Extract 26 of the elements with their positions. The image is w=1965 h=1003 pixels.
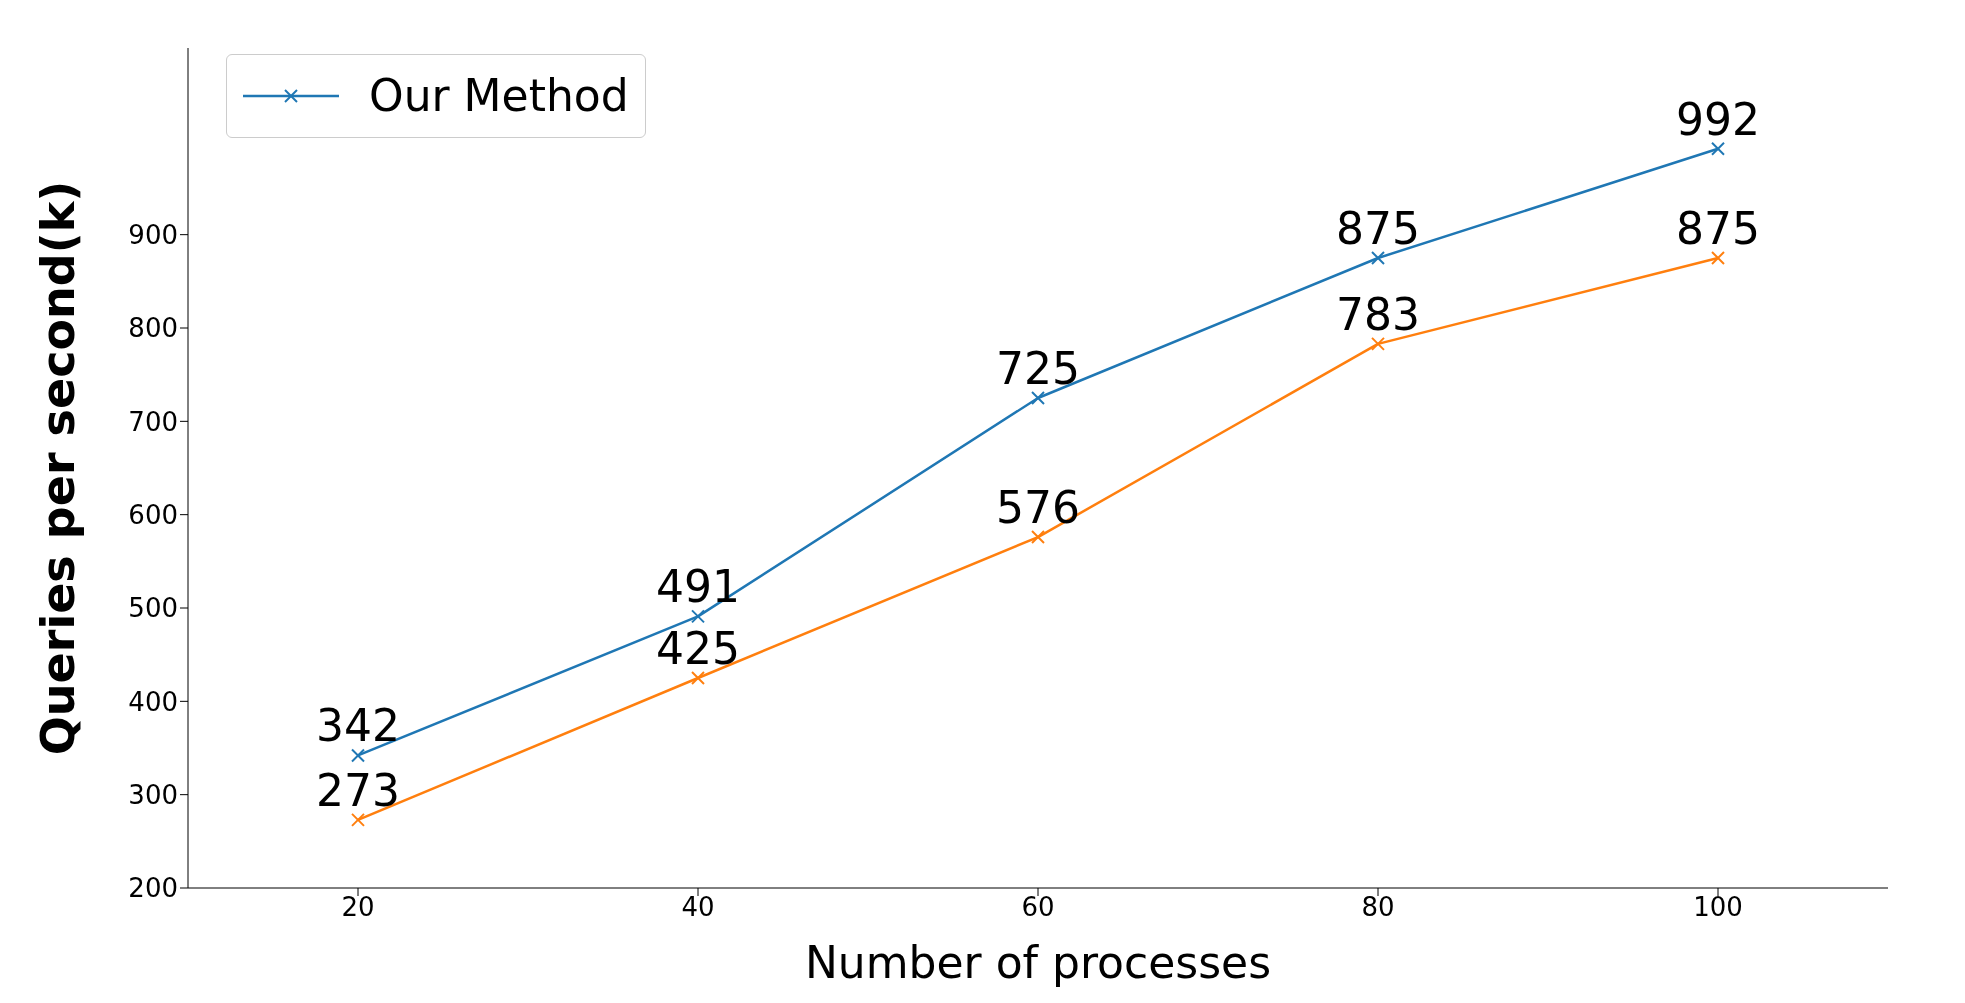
x-tick-label: 80 bbox=[1361, 892, 1395, 923]
data-label: 425 bbox=[656, 623, 740, 674]
y-tick-label: 400 bbox=[128, 686, 178, 717]
x-tick-label: 20 bbox=[341, 892, 375, 923]
y-tick-label: 300 bbox=[128, 779, 178, 810]
y-tick-label: 700 bbox=[128, 406, 178, 437]
data-label: 992 bbox=[1676, 93, 1760, 145]
y-tick-label: 200 bbox=[128, 873, 178, 904]
data-label: 342 bbox=[316, 700, 400, 752]
y-tick-label: 800 bbox=[128, 313, 178, 344]
legend-label: Our Method bbox=[369, 69, 629, 123]
data-label: 875 bbox=[1336, 203, 1420, 254]
x-tick-label: 40 bbox=[681, 892, 715, 923]
data-label: 783 bbox=[1336, 288, 1420, 340]
x-tick-label: 100 bbox=[1693, 892, 1743, 923]
data-label: 875 bbox=[1676, 203, 1760, 254]
y-tick-label: 900 bbox=[128, 219, 178, 250]
data-label: 576 bbox=[996, 482, 1080, 534]
y-axis-title: Queries per second(k) bbox=[31, 180, 86, 756]
y-tick-label: 500 bbox=[128, 593, 178, 624]
y-tick-label: 600 bbox=[128, 499, 178, 530]
x-tick-label: 60 bbox=[1021, 892, 1055, 923]
x-axis-title: Number of processes bbox=[804, 937, 1272, 988]
data-label: 725 bbox=[996, 343, 1080, 394]
data-label: 491 bbox=[656, 561, 740, 613]
data-label: 273 bbox=[316, 764, 400, 816]
